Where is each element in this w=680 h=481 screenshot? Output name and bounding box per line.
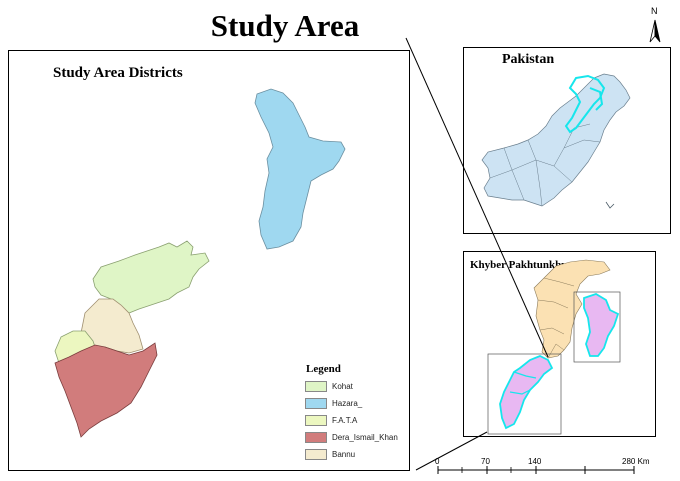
north-label: N [651, 6, 658, 16]
legend-swatch [305, 432, 327, 443]
district-hazara [254, 88, 346, 250]
legend-item-kohat: Kohat [305, 378, 405, 395]
district-map [54, 88, 346, 438]
map-title: Study Area [210, 8, 360, 43]
pakistan-outline [481, 73, 631, 207]
district-dera-ismail-khan [54, 342, 158, 438]
main-map-frame: Study Area Districts Legend Kohat Hazara… [8, 50, 410, 471]
kp-map [487, 259, 621, 435]
pakistan-study-area-outline [564, 74, 606, 134]
legend-title: Legend [306, 363, 341, 375]
scale-tick-label: 0 [435, 457, 440, 466]
legend-swatch [305, 398, 327, 409]
legend-label: Dera_Ismail_Khan [332, 433, 398, 442]
scale-tick-label: 280 Km [622, 457, 650, 466]
legend-label: Hazara_ [332, 399, 363, 408]
legend-swatch [305, 381, 327, 392]
kp-inset-frame: Khyber Pakhtunkhwa [463, 251, 656, 437]
main-panel-title: Study Area Districts [53, 65, 183, 81]
scale-tick-label: 70 [481, 457, 490, 466]
scale-tick-label: 140 [528, 457, 542, 466]
legend-swatch [305, 415, 327, 426]
legend-swatch [305, 449, 327, 460]
legend-label: F.A.T.A [332, 416, 358, 425]
kp-hazara [583, 293, 620, 357]
pakistan-inset-frame: Pakistan [463, 47, 671, 234]
legend-item-fata: F.A.T.A [305, 412, 405, 429]
legend-item-bannu: Bannu [305, 446, 405, 463]
pakistan-map [481, 73, 631, 209]
legend-label: Kohat [332, 382, 353, 391]
legend-item-hazara: Hazara_ [305, 395, 405, 412]
legend-item-dera-ismail-khan: Dera_Ismail_Khan [305, 429, 405, 446]
legend-label: Bannu [332, 450, 356, 459]
legend: Legend Kohat Hazara_ F.A.T.A Dera_Ismail… [305, 363, 405, 463]
